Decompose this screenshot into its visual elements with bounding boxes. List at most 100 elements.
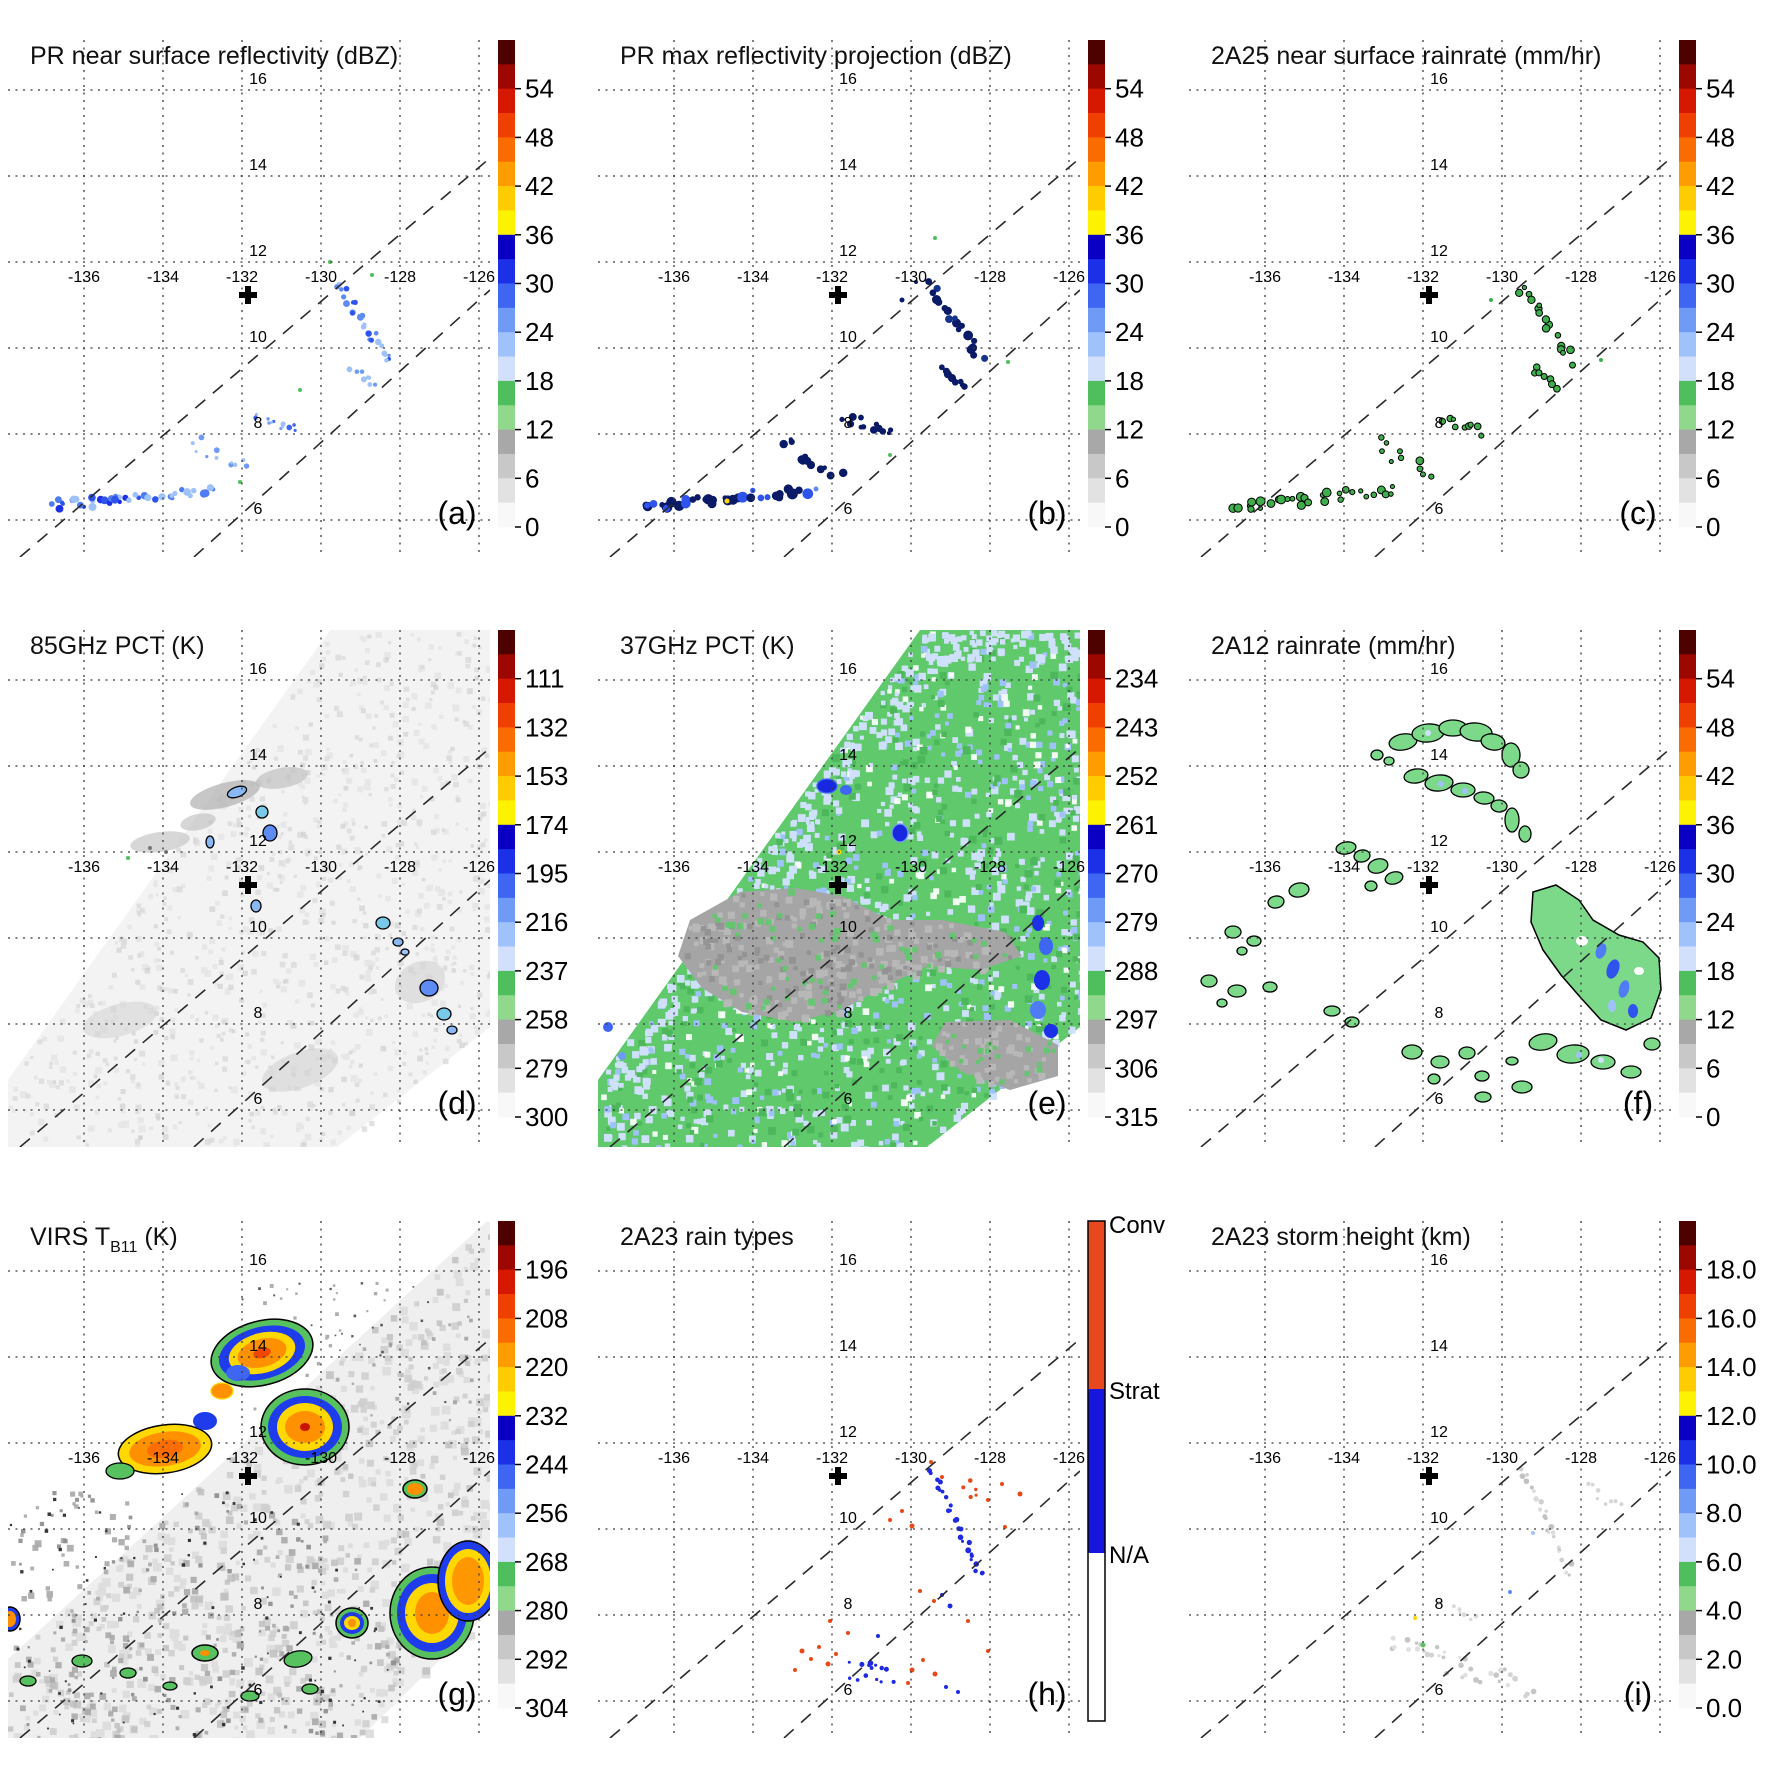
- svg-text:10: 10: [249, 329, 267, 346]
- svg-text:280: 280: [525, 1596, 568, 1626]
- longitude-labels: -136 -134 -132 -130 -128 -126: [658, 1450, 1085, 1467]
- svg-text:16: 16: [839, 71, 857, 88]
- panel-letter: (a): [437, 495, 476, 531]
- storm-center-cross-icon: [1420, 876, 1438, 894]
- panel-e: -136 -134 -132 -130 -128 -126 16 14 12 10 8 6 (e) 234…: [590, 590, 1180, 1180]
- svg-text:220: 220: [525, 1352, 568, 1382]
- panel-letter: (i): [1624, 1676, 1652, 1712]
- svg-text:-134: -134: [737, 859, 769, 876]
- svg-text:243: 243: [1115, 712, 1158, 742]
- svg-text:18: 18: [1706, 956, 1735, 986]
- graticule: [8, 630, 490, 1147]
- colorbar: 234 243 252 261 270 279 288 297 306 315: [1088, 630, 1158, 1132]
- panel-d: -136 -134 -132 -130 -128 -126 16 14 12 10 8 6 (d) 111…: [0, 590, 590, 1180]
- svg-text:48: 48: [1115, 122, 1144, 152]
- svg-text:16: 16: [249, 1252, 267, 1269]
- latitude-labels: 16 14 12 10 8 6: [839, 661, 857, 1108]
- svg-text:-134: -134: [147, 859, 179, 876]
- svg-text:36: 36: [1115, 220, 1144, 250]
- panel-letter: (g): [437, 1676, 476, 1712]
- map-features: [642, 236, 1010, 513]
- storm-center-cross-icon: [1420, 286, 1438, 304]
- swath-edge-lines: [609, 157, 1080, 557]
- panel-c: -136 -134 -132 -130 -128 -126 16 14 12 10 8 6 (c) 54 4…: [1181, 0, 1771, 590]
- svg-text:12: 12: [1706, 415, 1735, 445]
- svg-text:292: 292: [525, 1644, 568, 1674]
- svg-text:6: 6: [254, 501, 263, 518]
- map-features: [1389, 1466, 1624, 1699]
- svg-text:-134: -134: [147, 269, 179, 286]
- panel-title: PR near surface reflectivity (dBZ): [30, 42, 398, 70]
- svg-text:30: 30: [525, 269, 554, 299]
- svg-text:-134: -134: [1328, 269, 1360, 286]
- svg-text:174: 174: [525, 810, 568, 840]
- svg-text:-132: -132: [1407, 859, 1439, 876]
- svg-text:111: 111: [525, 664, 565, 694]
- storm-center-cross-icon: [1420, 1467, 1438, 1485]
- svg-text:-126: -126: [1644, 859, 1676, 876]
- svg-text:300: 300: [525, 1102, 568, 1132]
- svg-text:48: 48: [525, 122, 554, 152]
- svg-text:12: 12: [1430, 243, 1448, 260]
- colorbar: 54 48 42 36 30 24 18 12 6 0: [1679, 630, 1735, 1132]
- svg-text:42: 42: [1706, 171, 1735, 201]
- longitude-labels: -136 -134 -132 -130 -128 -126: [1249, 859, 1676, 876]
- svg-text:14: 14: [1430, 157, 1448, 174]
- colorbar: 196 208 220 232 244 256 268 280 292 304: [498, 1221, 568, 1723]
- svg-text:216: 216: [525, 907, 568, 937]
- svg-text:6: 6: [254, 1682, 263, 1699]
- longitude-labels: -136 -134 -132 -130 -128 -126: [1249, 1450, 1676, 1467]
- svg-text:8: 8: [254, 1005, 263, 1022]
- svg-text:36: 36: [1706, 220, 1735, 250]
- svg-text:8: 8: [844, 1005, 853, 1022]
- svg-text:256: 256: [525, 1498, 568, 1528]
- svg-text:18: 18: [1115, 366, 1144, 396]
- svg-text:6: 6: [1706, 463, 1720, 493]
- svg-text:16: 16: [249, 71, 267, 88]
- panel-title: 2A23 rain types: [620, 1223, 794, 1251]
- panel-title: PR max reflectivity projection (dBZ): [620, 42, 1012, 70]
- svg-text:270: 270: [1115, 859, 1158, 889]
- storm-center-cross-icon: [239, 876, 257, 894]
- svg-text:12: 12: [839, 243, 857, 260]
- svg-text:54: 54: [525, 74, 554, 104]
- colorbar: 54 48 42 36 30 24 18 12 6 0: [498, 40, 554, 542]
- svg-text:-136: -136: [68, 859, 100, 876]
- panel-background: [0, 0, 590, 590]
- svg-text:279: 279: [1115, 907, 1158, 937]
- svg-text:14: 14: [249, 1338, 267, 1355]
- svg-text:8: 8: [1435, 415, 1444, 432]
- svg-text:54: 54: [1706, 74, 1735, 104]
- svg-text:16: 16: [1430, 71, 1448, 88]
- svg-text:315: 315: [1115, 1102, 1158, 1132]
- svg-text:304: 304: [525, 1693, 568, 1723]
- colorbar: 111 132 153 174 195 216 237 258 279 300: [498, 630, 568, 1132]
- panel-letter: (e): [1027, 1085, 1066, 1121]
- longitude-labels: -136 -134 -132 -130 -128 -126: [1249, 269, 1676, 286]
- svg-text:6: 6: [1435, 501, 1444, 518]
- panel-letter: (d): [437, 1085, 476, 1121]
- svg-text:6: 6: [1706, 1053, 1720, 1083]
- svg-text:0: 0: [1115, 512, 1129, 542]
- svg-text:232: 232: [525, 1401, 568, 1431]
- svg-text:16: 16: [249, 661, 267, 678]
- svg-text:54: 54: [1115, 74, 1144, 104]
- svg-text:244: 244: [525, 1450, 568, 1480]
- svg-text:12: 12: [1430, 833, 1448, 850]
- svg-text:258: 258: [525, 1005, 568, 1035]
- svg-text:234: 234: [1115, 664, 1158, 694]
- svg-text:18: 18: [1706, 366, 1735, 396]
- svg-text:36: 36: [1706, 810, 1735, 840]
- svg-text:42: 42: [1706, 761, 1735, 791]
- svg-text:16: 16: [1430, 661, 1448, 678]
- svg-text:-126: -126: [1053, 269, 1085, 286]
- svg-text:-134: -134: [1328, 859, 1360, 876]
- svg-text:288: 288: [1115, 956, 1158, 986]
- svg-text:-134: -134: [737, 269, 769, 286]
- svg-text:-130: -130: [305, 269, 337, 286]
- svg-text:279: 279: [525, 1053, 568, 1083]
- swath-edge-lines: [609, 747, 1080, 1147]
- svg-text:-132: -132: [226, 859, 258, 876]
